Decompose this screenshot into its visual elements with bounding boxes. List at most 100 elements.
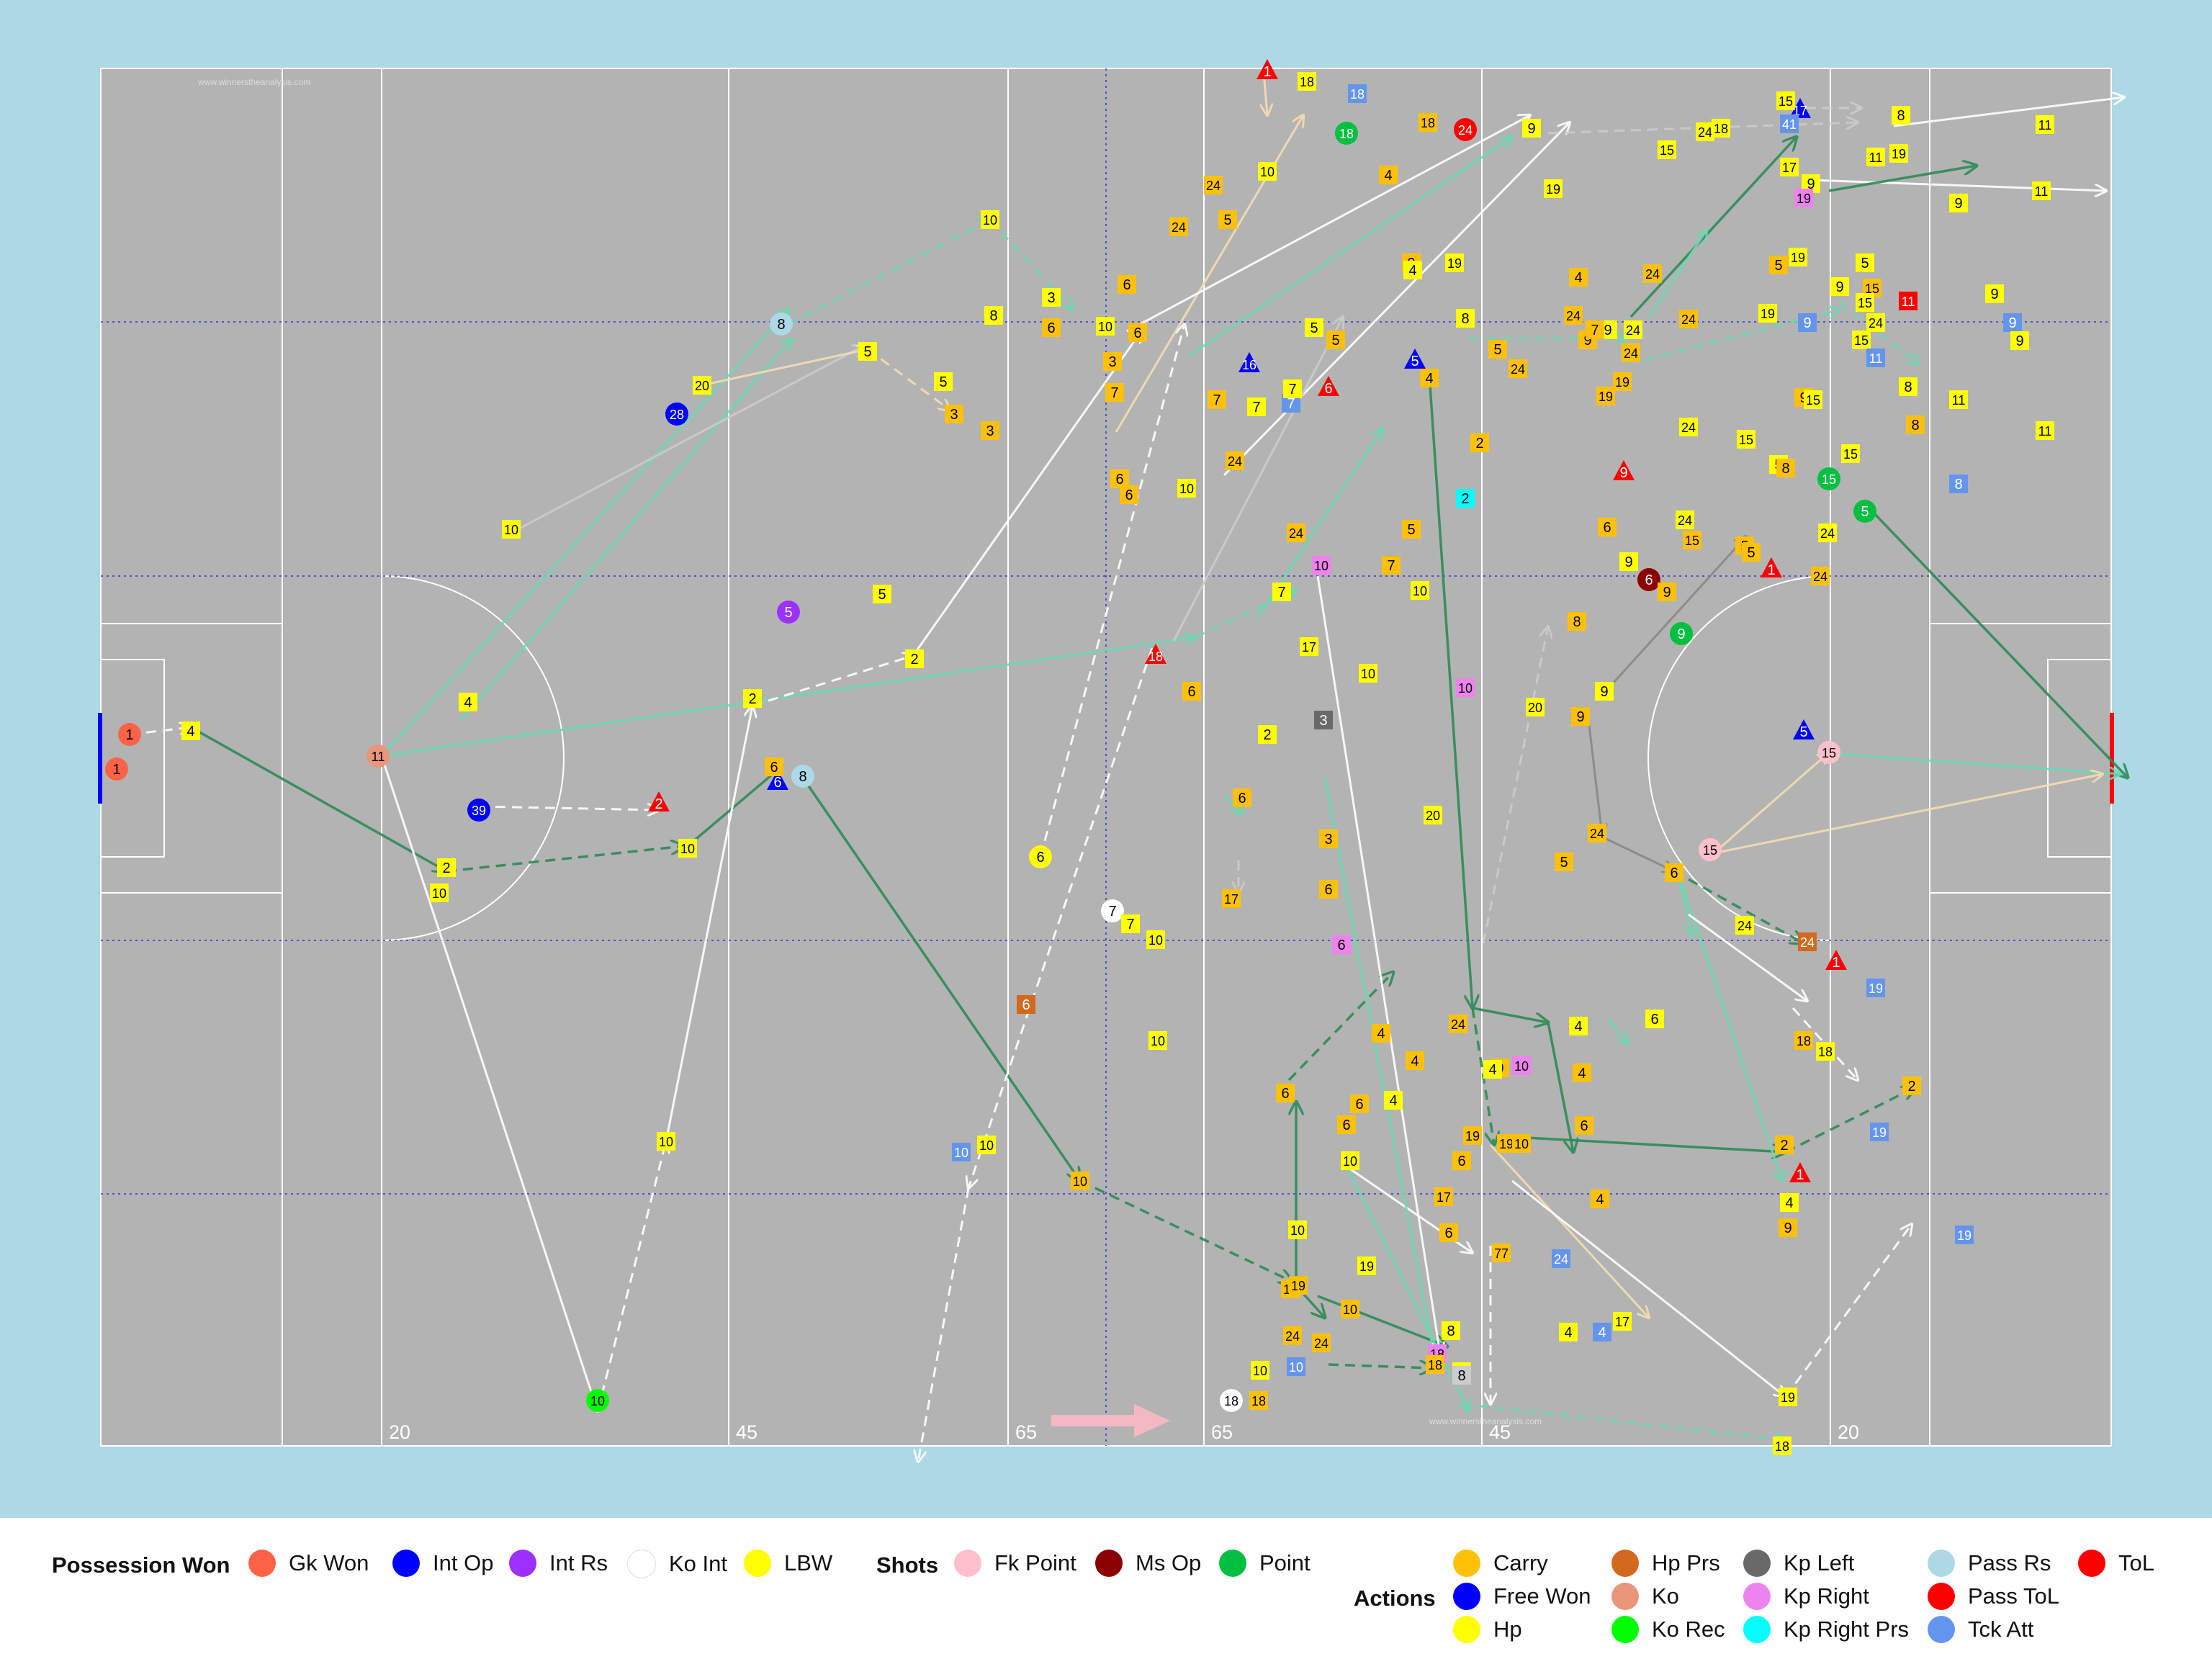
event-marker-label: 10: [680, 842, 695, 856]
event-marker-label: 18: [1350, 87, 1364, 102]
event-marker-shape: [1208, 390, 1226, 409]
event-marker-label: 10: [1458, 681, 1473, 696]
event-marker: 5: [1793, 719, 1815, 740]
event-marker-shape: [1780, 114, 1799, 133]
event-marker-label: 5: [1560, 855, 1568, 871]
event-marker-label: 2: [910, 652, 918, 667]
event-marker: 10: [1341, 1300, 1359, 1318]
event-marker-shape: [1238, 352, 1260, 372]
event-marker-shape: [693, 376, 711, 395]
event-marker-shape: [1780, 1193, 1799, 1212]
event-marker: 8: [984, 306, 1003, 325]
event-marker-label: 6: [770, 760, 778, 775]
event-marker: 6: [1182, 682, 1201, 701]
event-link: [1604, 536, 1746, 693]
event-marker-shape: [118, 723, 141, 746]
event-marker: 24: [1509, 359, 1527, 378]
event-marker: 6: [1110, 469, 1129, 488]
event-marker: 9: [1779, 1218, 1797, 1237]
event-marker: 19: [1955, 1226, 1974, 1244]
event-marker-shape: [1258, 162, 1277, 181]
event-marker-label: 6: [1670, 866, 1678, 881]
event-marker-shape: [665, 403, 688, 426]
event-marker-shape: [1696, 122, 1714, 141]
event-link: [1511, 1179, 1786, 1397]
event-marker-label: 6: [1580, 1118, 1588, 1134]
legend-label: LBW: [784, 1550, 833, 1575]
event-marker-shape: [873, 585, 891, 603]
event-marker-shape: [1305, 318, 1323, 337]
event-marker-shape: [1372, 1024, 1390, 1043]
event-marker: 10: [1096, 317, 1115, 336]
legend-item: Pass ToL: [1928, 1583, 2059, 1610]
event-marker-shape: [1470, 433, 1489, 452]
event-marker: 3: [1314, 711, 1333, 729]
event-marker-label: 2: [655, 796, 662, 812]
event-link: [1810, 179, 2106, 191]
event-marker: 8: [1892, 106, 1910, 125]
event-marker: 4: [1593, 1323, 1611, 1341]
event-marker: 20: [693, 376, 711, 395]
event-marker: 11: [2036, 115, 2054, 134]
event-link: [968, 647, 1154, 1188]
legend-swatch: [1928, 1550, 1955, 1577]
event-marker-label: 11: [2035, 184, 2049, 199]
event-marker-shape: [1121, 914, 1140, 933]
event-marker-shape: [1463, 1126, 1482, 1145]
event-marker-label: 24: [1314, 1336, 1328, 1351]
event-marker-label: 28: [670, 408, 684, 422]
event-marker-shape: [1312, 1334, 1331, 1352]
event-marker: 4: [1780, 1193, 1799, 1212]
event-marker-shape: [945, 405, 963, 423]
event-marker-shape: [1699, 838, 1722, 861]
legend-item: Pass Rs: [1928, 1550, 2051, 1577]
event-marker-label: 6: [1125, 487, 1133, 503]
event-marker: 9: [2010, 331, 2029, 350]
event-marker: 19: [1794, 189, 1813, 207]
event-marker: 4: [1483, 1060, 1502, 1079]
event-link: [1223, 122, 1570, 477]
event-marker-label: 19: [1797, 192, 1811, 206]
event-marker-label: 11: [1902, 295, 1915, 309]
event-marker-shape: [1737, 430, 1755, 449]
legend-item: Int Rs: [509, 1550, 608, 1577]
event-marker: 1: [1256, 59, 1278, 80]
event-marker-label: 6: [1187, 684, 1195, 700]
event-marker-shape: [1555, 853, 1573, 871]
event-marker-label: 10: [1314, 559, 1328, 573]
event-marker-label: 9: [1576, 709, 1584, 725]
event-marker-label: 5: [1799, 724, 1807, 740]
event-marker-shape: [1619, 552, 1638, 571]
event-marker-shape: [1314, 711, 1333, 729]
event-link: [446, 846, 684, 873]
event-marker: 1: [1761, 557, 1782, 578]
event-marker: 10: [1359, 664, 1377, 683]
event-link: [788, 220, 990, 325]
event-marker: 6: [1350, 1094, 1369, 1113]
event-link: [1828, 166, 1977, 192]
event-marker-shape: [1645, 1010, 1664, 1028]
event-marker-label: 6: [1457, 1154, 1465, 1169]
event-marker-shape: [1758, 304, 1777, 323]
event-marker-label: 4: [1411, 1053, 1419, 1069]
event-marker-shape: [977, 1136, 996, 1154]
event-marker-label: 1: [1767, 562, 1775, 578]
event-marker-label: 19: [1892, 147, 1906, 161]
event-marker-shape: [1512, 1134, 1531, 1153]
event-marker: 19: [1779, 1388, 1797, 1406]
event-marker: 15: [1804, 390, 1822, 409]
event-marker-shape: [430, 884, 449, 902]
event-marker: 4: [1379, 166, 1398, 184]
event-marker: 6: [765, 757, 783, 776]
event-marker-shape: [1492, 1244, 1511, 1262]
event-marker: 15: [1737, 430, 1755, 449]
event-marker: 18: [1816, 1042, 1835, 1061]
event-marker-shape: [1220, 1389, 1243, 1412]
event-link: [1461, 1403, 1786, 1440]
event-marker-label: 3: [1324, 832, 1332, 848]
legend-item: Ko Int: [627, 1550, 727, 1578]
event-marker-label: 10: [1514, 1059, 1529, 1074]
event-link: [1482, 626, 1548, 944]
event-marker: 24: [1204, 176, 1223, 194]
